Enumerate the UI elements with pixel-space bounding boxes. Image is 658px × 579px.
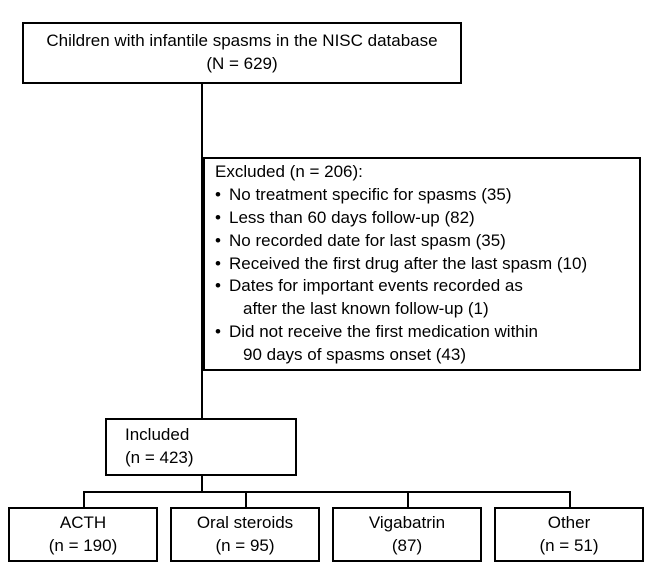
excluded-item: No recorded date for last spasm (35) (215, 230, 587, 253)
top-box-line2: (N = 629) (206, 53, 277, 76)
excluded-box: Excluded (n = 206): No treatment specifi… (203, 157, 641, 371)
excluded-item: Less than 60 days follow-up (82) (215, 207, 587, 230)
group-line2: (n = 51) (539, 535, 598, 558)
excluded-item: Did not receive the first medication wit… (215, 321, 587, 367)
group-acth: ACTH (n = 190) (8, 507, 158, 562)
group-oral-steroids: Oral steroids (n = 95) (170, 507, 320, 562)
connector-drop-3 (407, 491, 409, 507)
excluded-title: Excluded (n = 206): (215, 161, 363, 184)
connector-to-excluded (201, 263, 205, 265)
excluded-item: Dates for important events recorded as a… (215, 275, 587, 321)
included-line2: (n = 423) (125, 447, 194, 470)
group-line1: Vigabatrin (369, 512, 445, 535)
group-line2: (n = 190) (49, 535, 118, 558)
excluded-item: No treatment specific for spasms (35) (215, 184, 587, 207)
connector-bus (83, 491, 571, 493)
connector-drop-2 (245, 491, 247, 507)
included-box: Included (n = 423) (105, 418, 297, 476)
connector-to-bus (201, 476, 203, 491)
connector-drop-4 (569, 491, 571, 507)
group-line2: (n = 95) (215, 535, 274, 558)
connector-drop-1 (83, 491, 85, 507)
top-box-line1: Children with infantile spasms in the NI… (46, 30, 437, 53)
included-line1: Included (125, 424, 189, 447)
excluded-list: No treatment specific for spasms (35) Le… (215, 184, 587, 368)
group-line1: ACTH (60, 512, 106, 535)
group-line2: (87) (392, 535, 422, 558)
group-other: Other (n = 51) (494, 507, 644, 562)
group-line1: Other (548, 512, 591, 535)
top-box: Children with infantile spasms in the NI… (22, 22, 462, 84)
connector-main-vertical (201, 84, 203, 418)
group-line1: Oral steroids (197, 512, 293, 535)
group-vigabatrin: Vigabatrin (87) (332, 507, 482, 562)
excluded-item: Received the first drug after the last s… (215, 253, 587, 276)
